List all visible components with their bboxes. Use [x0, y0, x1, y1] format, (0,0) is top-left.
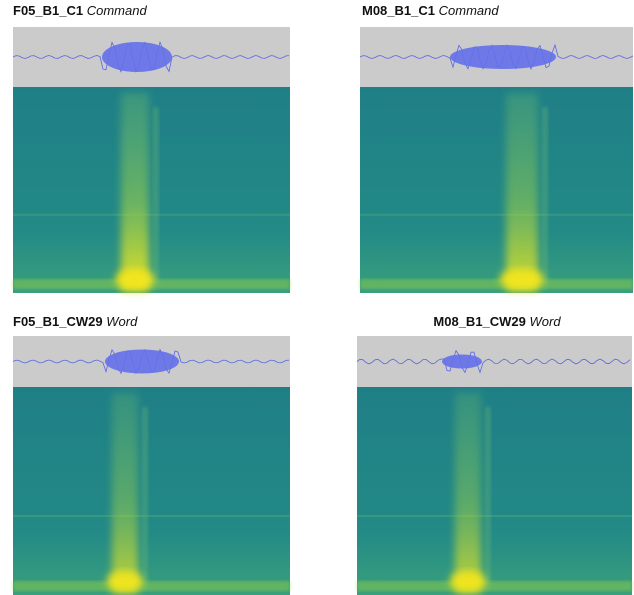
spectrogram-column: [121, 93, 149, 291]
panel-kind: Command: [439, 3, 500, 18]
waveform-box: [357, 336, 632, 387]
panel-kind: Word: [530, 314, 562, 329]
spectrogram-column: [542, 107, 548, 289]
spectrogram-column: [506, 93, 538, 291]
spectrogram: [13, 387, 290, 595]
panel-kind: Command: [87, 3, 148, 18]
waveform-blob: [450, 45, 556, 69]
spectrogram-band: [13, 581, 290, 591]
spectrogram: [357, 387, 632, 595]
spectrogram-energy: [450, 571, 486, 591]
panel: M08_B1_CW29 Word: [357, 314, 632, 595]
waveform-blob: [105, 350, 179, 374]
waveform-blob: [442, 355, 482, 369]
figure: F05_B1_C1 CommandM08_B1_C1 CommandF05_B1…: [0, 0, 634, 595]
panel-id: M08_B1_CW29: [433, 314, 526, 329]
panel-label: M08_B1_C1 Command: [362, 3, 499, 18]
panel-label: F05_B1_CW29 Word: [13, 314, 138, 329]
spectrogram: [360, 87, 633, 293]
spectrogram-column: [142, 407, 148, 591]
spectrogram-band: [357, 581, 632, 591]
panel-id: F05_B1_C1: [13, 3, 83, 18]
waveform-blob: [102, 42, 172, 72]
panel-kind: Word: [106, 314, 138, 329]
spectrogram-column: [112, 393, 138, 593]
spectrogram-column: [485, 407, 491, 591]
spectrogram-column: [153, 107, 159, 289]
panel: F05_B1_CW29 Word: [13, 314, 290, 595]
panel: F05_B1_C1 Command: [13, 3, 290, 293]
spectrogram-energy: [107, 571, 143, 591]
panel-label: F05_B1_C1 Command: [13, 3, 147, 18]
spectrogram-energy: [500, 269, 545, 289]
spectrogram: [13, 87, 290, 293]
spectrogram-energy: [115, 269, 154, 289]
spectrogram-band: [360, 279, 633, 289]
panel-label: M08_B1_CW29 Word: [433, 314, 561, 329]
panel: M08_B1_C1 Command: [360, 3, 633, 293]
panel-id: M08_B1_C1: [362, 3, 435, 18]
panel-id: F05_B1_CW29: [13, 314, 103, 329]
spectrogram-column: [455, 393, 481, 593]
